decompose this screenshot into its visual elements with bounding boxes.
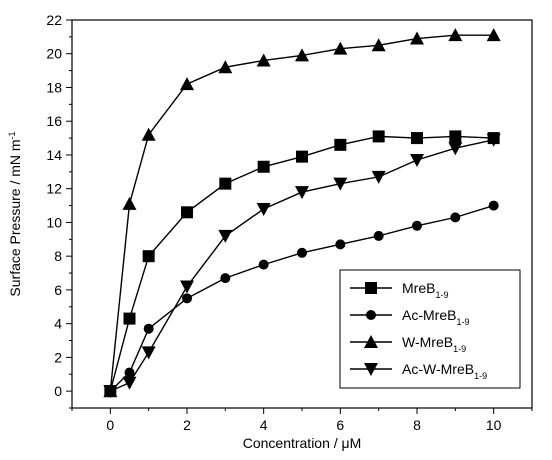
data-point — [141, 346, 156, 360]
series-line — [109, 204, 494, 392]
data-point — [412, 220, 422, 231]
legend-marker — [365, 282, 377, 294]
data-point — [124, 367, 135, 378]
legend-label-main: Ac-W-MreB — [402, 361, 474, 377]
data-point — [218, 229, 233, 243]
data-point — [219, 177, 232, 190]
data-point — [373, 230, 384, 241]
y-tick-label: 14 — [46, 147, 62, 163]
series-layer — [103, 28, 501, 399]
data-point — [410, 31, 424, 45]
data-point — [488, 200, 499, 211]
x-tick-label: 0 — [106, 417, 114, 433]
y-tick-label: 12 — [46, 181, 62, 197]
data-point — [256, 202, 271, 216]
legend-item: MreB1-9 — [350, 280, 448, 300]
x-tick-label: 6 — [336, 417, 344, 433]
data-point — [371, 38, 386, 52]
legend-label-subscript: 1-9 — [435, 290, 448, 300]
legend-label: W-MreB1-9 — [402, 334, 466, 354]
data-point — [256, 53, 271, 67]
data-point — [220, 273, 231, 284]
x-tick-label: 10 — [486, 417, 502, 433]
y-tick-label: 22 — [46, 12, 62, 28]
legend-label-subscript: 1-9 — [456, 317, 469, 327]
y-tick-label: 2 — [54, 349, 62, 365]
y-axis-title-main: Surface Pressure / mN m — [7, 139, 23, 296]
legend-label-subscript: 1-9 — [474, 371, 487, 381]
data-point — [295, 186, 309, 200]
data-point — [333, 177, 348, 191]
data-point — [295, 48, 309, 62]
legend: MreB1-9Ac-MreB1-9W-MreB1-9Ac-W-MreB1-9 — [339, 269, 521, 389]
x-axis-ticks: 0 2 4 6 8 10 — [71, 408, 533, 433]
data-point — [142, 250, 155, 263]
y-axis-title-superscript: -1 — [7, 131, 17, 139]
data-point — [258, 259, 269, 270]
legend-label-subscript: 1-9 — [453, 344, 466, 354]
data-point — [181, 206, 193, 219]
data-point — [180, 280, 194, 294]
data-point — [450, 212, 461, 223]
legend-item: W-MreB1-9 — [350, 334, 466, 354]
series-triangle-up — [103, 28, 501, 398]
data-point — [335, 239, 346, 250]
data-point — [448, 142, 463, 156]
y-tick-label: 10 — [46, 214, 62, 230]
data-point — [180, 77, 194, 91]
y-tick-label: 4 — [54, 316, 62, 332]
legend-label: Ac-W-MreB1-9 — [402, 361, 487, 381]
data-point — [410, 154, 424, 168]
data-point — [486, 28, 501, 42]
data-point — [103, 385, 118, 399]
series-line — [110, 139, 494, 392]
data-point — [448, 28, 463, 42]
legend-marker — [364, 335, 378, 348]
data-point — [122, 376, 137, 390]
data-point — [296, 150, 308, 163]
legend-label-main: Ac-MreB — [402, 307, 456, 323]
series-triangle-down — [103, 133, 501, 399]
data-point — [334, 138, 347, 151]
legend-label-main: W-MreB — [402, 334, 453, 350]
data-point — [411, 132, 423, 145]
legend-label: Ac-MreB1-9 — [402, 307, 469, 327]
x-tick-label: 4 — [260, 417, 268, 433]
legend-marker — [366, 310, 376, 320]
data-point — [122, 196, 137, 210]
x-tick-label: 8 — [413, 417, 421, 433]
y-tick-label: 18 — [46, 79, 62, 95]
data-point — [297, 247, 307, 258]
data-point — [486, 133, 501, 147]
legend-marker — [364, 363, 378, 376]
x-tick-label: 2 — [183, 417, 191, 433]
data-point — [143, 323, 154, 334]
series-line — [109, 135, 494, 392]
series-line — [109, 34, 494, 392]
legend-item: Ac-W-MreB1-9 — [350, 361, 487, 381]
data-point — [257, 160, 270, 173]
data-point — [449, 130, 462, 143]
y-axis-title: Surface Pressure / mN m-1 — [7, 131, 23, 296]
data-point — [333, 41, 348, 55]
data-point — [123, 312, 136, 325]
data-point — [141, 127, 156, 141]
data-point — [218, 60, 233, 74]
y-tick-label: 20 — [46, 46, 62, 62]
y-tick-label: 0 — [54, 383, 62, 399]
legend-label: MreB1-9 — [402, 280, 448, 300]
legend-item: Ac-MreB1-9 — [350, 307, 469, 327]
y-tick-label: 6 — [54, 282, 62, 298]
data-point — [372, 130, 385, 143]
y-tick-label: 16 — [46, 113, 62, 129]
y-tick-label: 8 — [54, 248, 62, 264]
x-axis-title: Concentration / μM — [243, 435, 362, 451]
data-point — [371, 170, 386, 184]
data-point — [182, 293, 192, 304]
legend-label-main: MreB — [402, 280, 435, 296]
y-axis-ticks: 0 2 4 6 8 10 12 14 16 18 20 22 — [46, 12, 72, 409]
